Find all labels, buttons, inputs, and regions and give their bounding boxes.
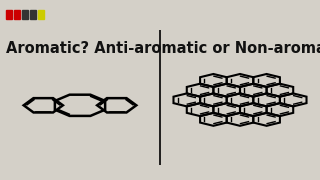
Bar bbox=[30, 10, 36, 19]
Bar bbox=[6, 10, 12, 19]
Bar bbox=[22, 10, 28, 19]
Bar bbox=[38, 10, 44, 19]
Bar bbox=[14, 10, 20, 19]
Text: Aromatic? Anti-aromatic or Non-aromatic?: Aromatic? Anti-aromatic or Non-aromatic? bbox=[6, 40, 320, 55]
